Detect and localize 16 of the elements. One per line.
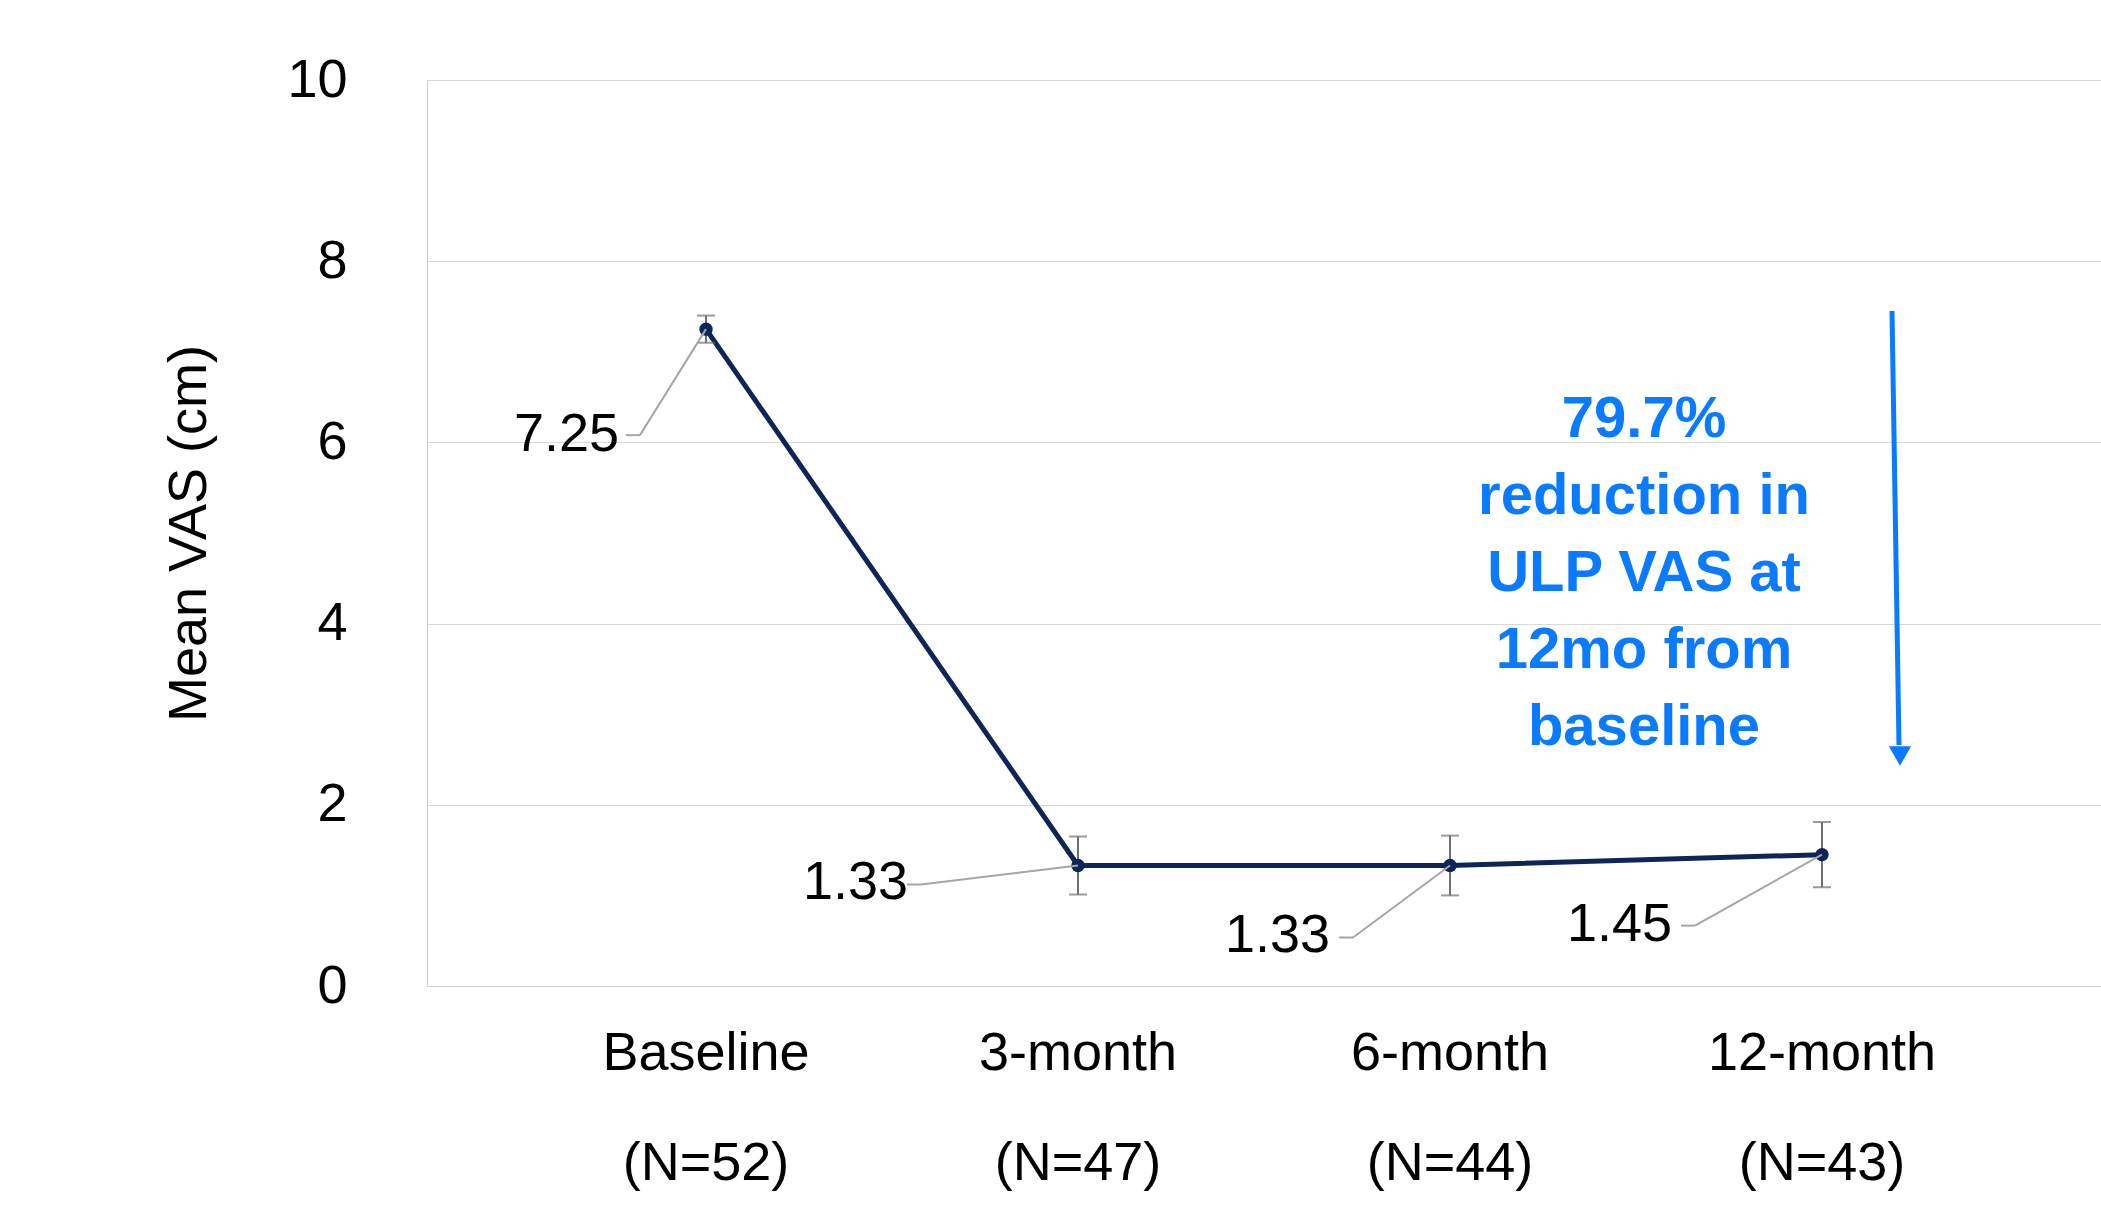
data-label: 7.25 <box>513 402 619 463</box>
x-tick-label: 3-month (N=47) <box>978 1020 1178 1191</box>
data-label: 1.33 <box>1224 902 1330 963</box>
annotation: 79.7% reduction in ULP VAS at 12mo from baseline <box>1478 384 1810 757</box>
data-label: 1.33 <box>802 849 908 910</box>
y-tick-label: 2 <box>317 772 348 833</box>
x-tick-label: Baseline (N=52) <box>602 1020 810 1191</box>
y-axis-title: Mean VAS (cm) <box>157 344 218 723</box>
data-label: 1.45 <box>1566 891 1672 952</box>
y-tick-label: 8 <box>317 228 348 289</box>
x-tick-label: 6-month (N=44) <box>1350 1020 1550 1191</box>
x-tick-label: 12-month (N=43) <box>1707 1020 1937 1191</box>
y-tick-label: 0 <box>317 953 348 1014</box>
y-tick-label: 6 <box>317 409 348 470</box>
y-tick-label: 10 <box>287 47 348 108</box>
y-tick-label: 4 <box>317 591 348 652</box>
